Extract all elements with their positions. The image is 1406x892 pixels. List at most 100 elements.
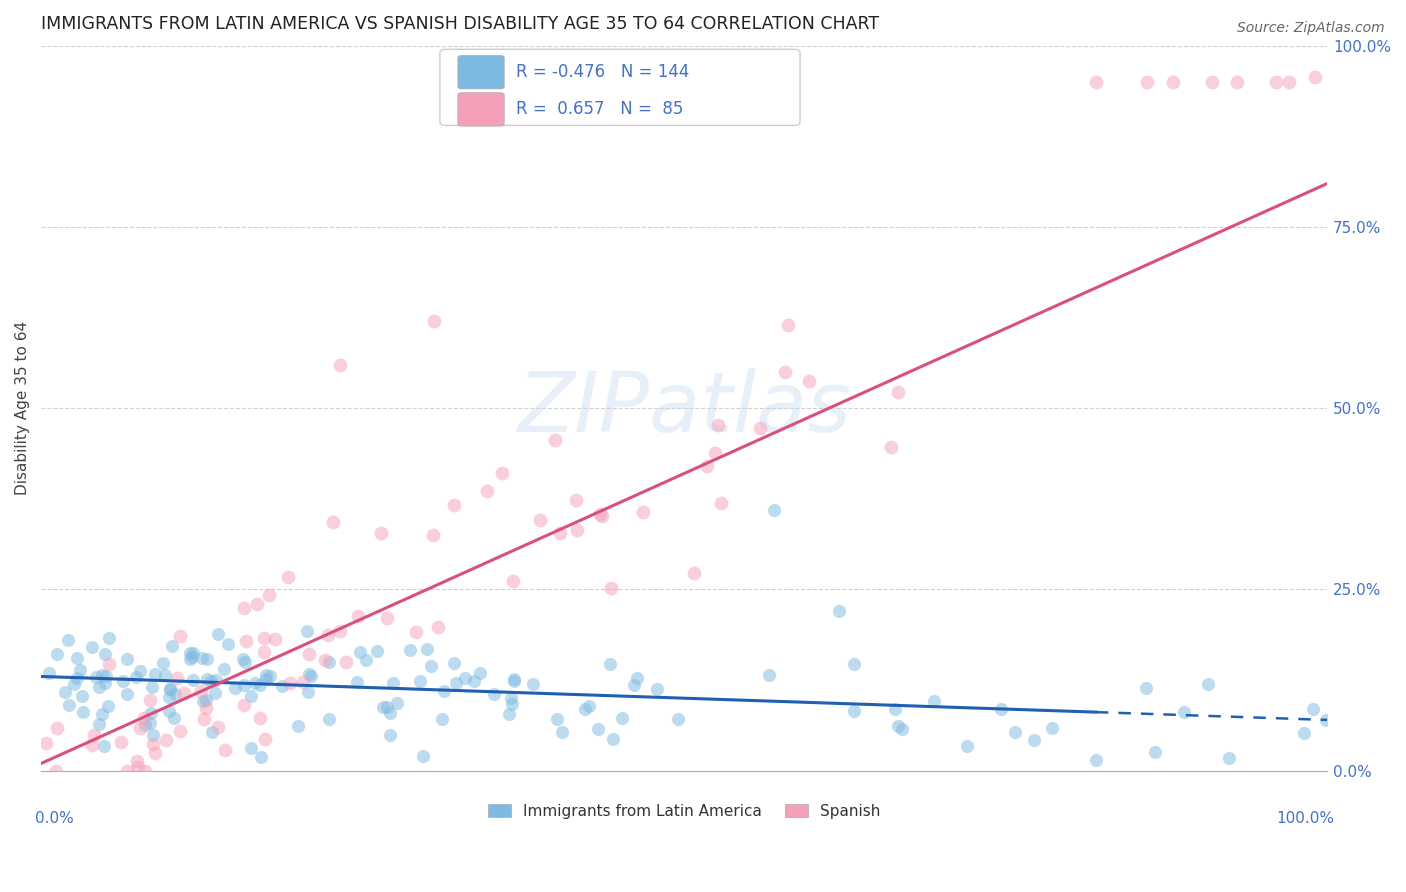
Point <box>195 701 218 715</box>
Y-axis label: Disability Age 35 to 64: Disability Age 35 to 64 <box>15 321 30 495</box>
Point <box>318 712 340 726</box>
Point <box>354 653 377 667</box>
Point <box>599 657 621 671</box>
Point <box>233 698 256 712</box>
Point <box>778 318 800 332</box>
Point <box>298 647 321 661</box>
Point <box>475 484 498 499</box>
Point <box>1315 714 1337 728</box>
Point <box>381 675 404 690</box>
Point <box>127 760 149 774</box>
Point <box>1004 725 1026 739</box>
Point <box>378 706 401 720</box>
Point <box>270 679 292 693</box>
Point <box>430 712 453 726</box>
Point <box>1197 677 1219 691</box>
Point <box>190 684 212 698</box>
Point <box>232 651 254 665</box>
Point <box>827 604 849 618</box>
Point <box>166 671 188 685</box>
Text: Source: ZipAtlas.com: Source: ZipAtlas.com <box>1237 21 1385 35</box>
Point <box>232 601 254 615</box>
Point <box>329 358 352 372</box>
Point <box>94 669 117 683</box>
Point <box>405 624 427 639</box>
Point <box>142 728 165 742</box>
Point <box>299 668 322 682</box>
Point <box>610 710 633 724</box>
Point <box>207 627 229 641</box>
Point <box>602 732 624 747</box>
Point <box>1173 705 1195 719</box>
Point <box>93 676 115 690</box>
Point <box>141 681 163 695</box>
Point <box>503 673 526 688</box>
Point <box>233 678 256 692</box>
Point <box>155 733 177 747</box>
Point <box>529 513 551 527</box>
Point <box>127 754 149 768</box>
Point <box>589 508 612 522</box>
Point <box>416 641 439 656</box>
Point <box>398 643 420 657</box>
Point <box>212 662 235 676</box>
Point <box>443 498 465 512</box>
Point <box>249 678 271 692</box>
Point <box>169 629 191 643</box>
Point <box>235 634 257 648</box>
Point <box>181 646 204 660</box>
Point <box>143 666 166 681</box>
Point <box>200 674 222 689</box>
Point <box>257 588 280 602</box>
Point <box>69 663 91 677</box>
Point <box>246 597 269 611</box>
Point <box>91 668 114 682</box>
Point <box>1161 75 1184 89</box>
Point <box>499 691 522 706</box>
Point <box>159 681 181 696</box>
Point <box>1292 726 1315 740</box>
Point <box>134 717 156 731</box>
Point <box>157 690 180 705</box>
Point <box>280 675 302 690</box>
Point <box>254 672 277 686</box>
Point <box>214 742 236 756</box>
Point <box>366 644 388 658</box>
Text: R = -0.476   N = 144: R = -0.476 N = 144 <box>516 63 689 81</box>
Point <box>375 700 398 714</box>
Point <box>706 417 728 432</box>
Point <box>1302 702 1324 716</box>
Point <box>574 702 596 716</box>
Point <box>297 685 319 699</box>
Point <box>98 657 121 672</box>
Legend: Immigrants from Latin America, Spanish: Immigrants from Latin America, Spanish <box>482 797 887 825</box>
Point <box>797 374 820 388</box>
FancyBboxPatch shape <box>440 49 800 126</box>
Point <box>217 637 239 651</box>
Point <box>197 652 219 666</box>
Point <box>287 719 309 733</box>
Point <box>703 446 725 460</box>
Point <box>454 671 477 685</box>
Point <box>412 748 434 763</box>
Point <box>378 728 401 742</box>
Point <box>887 719 910 733</box>
Point <box>117 764 139 778</box>
Point <box>204 686 226 700</box>
Point <box>387 696 409 710</box>
Point <box>97 699 120 714</box>
Point <box>322 515 344 529</box>
Point <box>375 611 398 625</box>
Point <box>191 693 214 707</box>
Point <box>645 682 668 697</box>
Point <box>578 698 600 713</box>
Point <box>349 645 371 659</box>
Point <box>314 652 336 666</box>
Point <box>70 689 93 703</box>
Point <box>239 740 262 755</box>
Point <box>115 651 138 665</box>
Point <box>749 421 772 435</box>
Point <box>346 609 368 624</box>
Point <box>842 704 865 718</box>
Point <box>1226 75 1249 89</box>
